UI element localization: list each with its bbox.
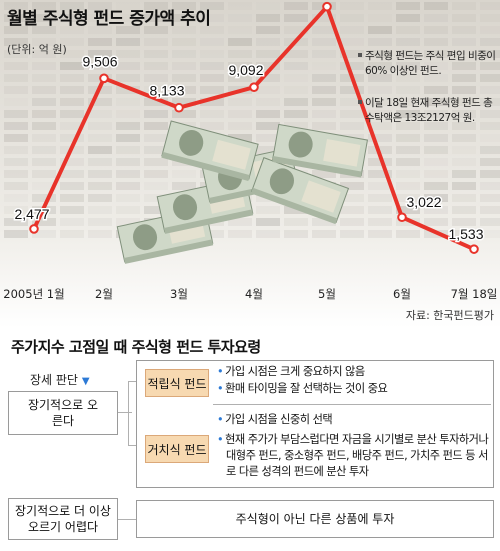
flat-advice-box: 주식형이 아닌 다른 상품에 투자	[136, 500, 494, 538]
square-bullet-icon	[358, 100, 362, 104]
x-tick-label: 4월	[245, 287, 263, 301]
x-tick-label: 2005년 1월	[3, 287, 64, 301]
chart-unit: (단위: 억 원)	[7, 43, 67, 56]
stock-board-background	[0, 0, 500, 328]
data-point	[99, 73, 109, 84]
data-label: 3,022	[406, 194, 441, 210]
note-fund-definition: 주식형 펀드는 주식 편입 비중이 60% 이상인 펀드.	[358, 49, 497, 79]
data-label: 9,506	[82, 53, 117, 69]
data-point	[397, 212, 407, 223]
data-point	[249, 82, 259, 92]
data-label: 1,533	[448, 226, 483, 242]
data-point	[29, 224, 39, 234]
x-tick-label: 5월	[318, 287, 336, 301]
connector-line	[118, 412, 132, 413]
data-label: 9,092	[228, 62, 263, 78]
bullet-dot-icon: •	[217, 413, 224, 426]
fund-detail-panel: 적립식 펀드 거치식 펀드 • 가입 시점은 크게 중요하지 않음 • 환매 타이밍…	[136, 360, 494, 488]
judge-label-text: 장세 판단	[30, 373, 78, 387]
connector-line	[118, 519, 136, 520]
data-label: 8,133	[149, 83, 184, 99]
lump-sum-point: • 현재 주가가 부담스럽다면 자금을 시기별로 분산 투자하거나 대형주 펀드,…	[217, 433, 489, 478]
x-tick-label: 6월	[393, 287, 411, 301]
x-tick-label: 7월 18일	[451, 287, 498, 301]
line-chart: 2,4779,5068,1339,09212,8483,0221,5332005…	[3, 1, 498, 301]
money-stack-illustration	[116, 120, 369, 264]
data-point	[174, 102, 184, 113]
installment-point: • 환매 타이밍을 잘 선택하는 것이 중요	[217, 382, 388, 395]
note-text: 주식형 펀드는 주식 편입 비중이 60% 이상인 펀드.	[365, 50, 496, 77]
fund-tag-lump-sum: 거치식 펀드	[145, 435, 209, 463]
square-bullet-icon	[358, 53, 362, 57]
series-line	[32, 4, 475, 251]
lump-sum-point: • 가입 시점을 신중히 선택	[217, 413, 333, 426]
scenario-rise-text: 장기적으로 오른다	[27, 398, 99, 428]
triangle-down-icon: ▼	[81, 376, 90, 387]
judge-label: 장세 판단 ▼	[30, 371, 90, 388]
flat-advice-text: 주식형이 아닌 다른 상품에 투자	[235, 512, 395, 526]
note-total-assets: 이달 18일 현재 주식형 펀드 총 수탁액은 13조2127억 원.	[358, 96, 497, 126]
bullet-dot-icon: •	[217, 382, 224, 395]
x-tick-label: 2월	[95, 287, 113, 301]
guide-title: 주가지수 고점일 때 주식형 펀드 투자요령	[11, 338, 261, 356]
data-point	[469, 244, 479, 254]
scenario-flat-box: 장기적으로 더 이상 오르기 어렵다	[8, 498, 118, 540]
bullet-dot-icon: •	[217, 365, 224, 378]
data-point	[322, 1, 332, 12]
installment-point: • 가입 시점은 크게 중요하지 않음	[217, 365, 365, 378]
scenario-flat-text: 장기적으로 더 이상 오르기 어렵다	[15, 504, 111, 534]
divider-line	[213, 404, 491, 405]
x-tick-label: 3월	[170, 287, 188, 301]
scenario-rise-box: 장기적으로 오른다	[8, 391, 118, 435]
note-text: 이달 18일 현재 주식형 펀드 총 수탁액은 13조2127억 원.	[365, 97, 493, 124]
chart-title: 월별 주식형 펀드 증가액 추이	[7, 9, 211, 29]
data-label: 2,477	[14, 206, 49, 222]
source-credit: 자료: 한국펀드평가	[405, 309, 494, 322]
connector-line	[128, 381, 129, 445]
connector-line	[128, 445, 136, 446]
bullet-dot-icon: •	[217, 433, 224, 446]
connector-line	[128, 381, 136, 382]
chart-area: 2,4779,5068,1339,09212,8483,0221,5332005…	[0, 0, 500, 328]
fund-tag-installment: 적립식 펀드	[145, 369, 209, 397]
